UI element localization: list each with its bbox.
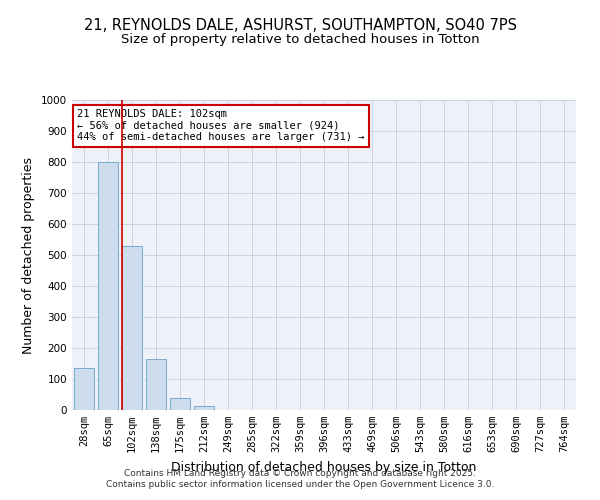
Bar bbox=[122, 246, 142, 410]
Text: Contains HM Land Registry data © Crown copyright and database right 2025.: Contains HM Land Registry data © Crown c… bbox=[124, 468, 476, 477]
Bar bbox=[170, 398, 190, 410]
Text: 21, REYNOLDS DALE, ASHURST, SOUTHAMPTON, SO40 7PS: 21, REYNOLDS DALE, ASHURST, SOUTHAMPTON,… bbox=[83, 18, 517, 32]
Text: Size of property relative to detached houses in Totton: Size of property relative to detached ho… bbox=[121, 32, 479, 46]
Text: 21 REYNOLDS DALE: 102sqm
← 56% of detached houses are smaller (924)
44% of semi-: 21 REYNOLDS DALE: 102sqm ← 56% of detach… bbox=[77, 110, 365, 142]
X-axis label: Distribution of detached houses by size in Totton: Distribution of detached houses by size … bbox=[172, 460, 476, 473]
Bar bbox=[74, 368, 94, 410]
Bar bbox=[146, 359, 166, 410]
Bar bbox=[194, 406, 214, 410]
Text: Contains public sector information licensed under the Open Government Licence 3.: Contains public sector information licen… bbox=[106, 480, 494, 489]
Bar bbox=[98, 162, 118, 410]
Y-axis label: Number of detached properties: Number of detached properties bbox=[22, 156, 35, 354]
